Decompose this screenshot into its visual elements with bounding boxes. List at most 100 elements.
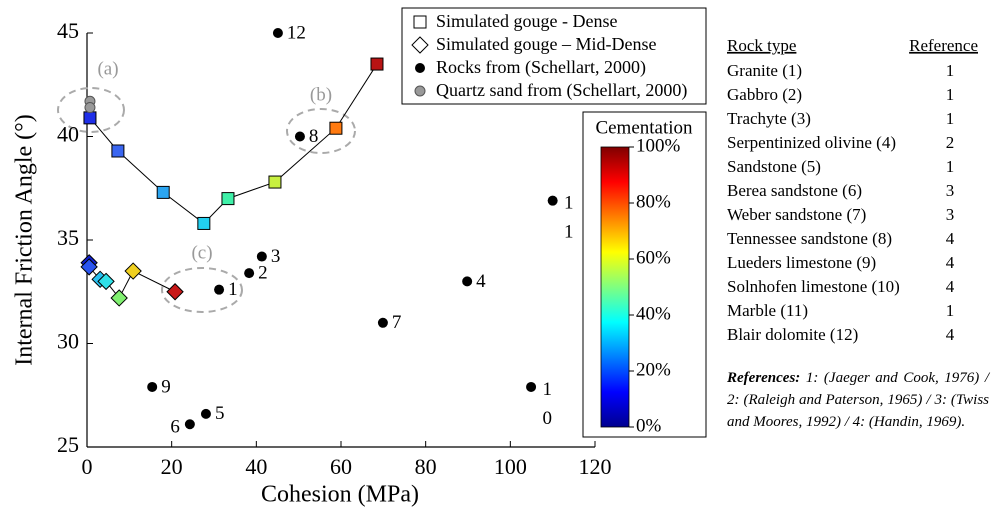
table-cell: Marble (11) [727, 301, 808, 320]
y-tick-label: 25 [57, 432, 79, 457]
table-cell: Lueders limestone (9) [727, 253, 876, 272]
table-cell: 4 [946, 277, 955, 296]
colorbar-tick-label: 0% [636, 415, 662, 436]
table-cell: 3 [946, 205, 955, 224]
point [377, 317, 388, 328]
point-label: 12 [287, 22, 306, 43]
table-cell: Berea sandstone (6) [727, 181, 862, 200]
legend-marker [415, 63, 425, 73]
table-cell: 4 [946, 325, 955, 344]
y-tick-label: 35 [57, 225, 79, 250]
table-cell: Gabbro (2) [727, 85, 802, 104]
x-tick-label: 60 [330, 454, 352, 479]
point [97, 272, 115, 291]
table-cell: 1 [946, 85, 955, 104]
point [526, 381, 537, 392]
colorbar-tick-label: 40% [636, 303, 671, 324]
legend-marker [413, 15, 427, 29]
point-label: 8 [309, 126, 319, 147]
y-tick-label: 30 [57, 329, 79, 354]
point [83, 111, 97, 125]
colorbar-tick-label: 80% [636, 191, 671, 212]
point [329, 121, 343, 135]
colorbar [600, 146, 630, 428]
point-label: 7 [392, 312, 402, 333]
point [147, 381, 158, 392]
table-cell: 3 [946, 181, 955, 200]
legend-label: Quartz sand from (Schellart, 2000) [436, 80, 687, 101]
annotation: (a) [97, 58, 118, 79]
legend-label: Simulated gouge - Dense [436, 11, 617, 31]
point [272, 28, 283, 38]
table-cell: 2 [946, 133, 955, 152]
point [244, 268, 255, 279]
point [547, 195, 558, 206]
references-heading: References: [727, 370, 801, 386]
point [268, 175, 282, 189]
colorbar-tick-label: 60% [636, 247, 671, 268]
annotation: (b) [310, 84, 332, 105]
legend-marker [411, 36, 429, 54]
colorbar-tick-label: 100% [636, 135, 681, 156]
point-label: 1 [228, 279, 238, 300]
x-axis-label: Cohesion (MPa) [261, 482, 419, 508]
point [197, 216, 211, 230]
point-label: 5 [215, 403, 225, 424]
point [294, 131, 305, 142]
table-cell: Weber sandstone (7) [727, 205, 866, 224]
series-line [89, 63, 378, 225]
legend-label: Simulated gouge – Mid-Dense [436, 34, 656, 54]
references-text: 1: (Jaeger and Cook, 1976) / 2: (Raleigh… [727, 370, 989, 430]
point [80, 258, 98, 276]
table-cell: Solnhofen limestone (10) [727, 277, 900, 296]
colorbar-title: Cementation [595, 117, 693, 138]
legend-marker [414, 85, 426, 97]
annotation: (c) [191, 242, 212, 263]
point [166, 283, 184, 301]
table-cell: 4 [946, 229, 955, 248]
table-cell: 4 [946, 253, 955, 272]
point [256, 251, 267, 262]
x-tick-label: 100 [494, 454, 527, 479]
references: References: 1: (Jaeger and Cook, 1976) /… [727, 367, 989, 433]
point [111, 144, 125, 158]
point-label: 6 [170, 417, 180, 438]
point [462, 276, 473, 287]
x-tick-label: 0 [82, 454, 93, 479]
x-tick-label: 40 [245, 454, 267, 479]
table-cell: Granite (1) [727, 61, 802, 80]
y-tick-label: 40 [57, 122, 79, 147]
table-cell: Serpentinized olivine (4) [727, 133, 896, 152]
x-tick-label: 80 [415, 454, 437, 479]
x-tick-label: 120 [579, 454, 612, 479]
colorbar-tick-label: 20% [636, 359, 671, 380]
table-cell: 1 [946, 61, 955, 80]
point-label: 3 [271, 246, 281, 267]
point [370, 57, 384, 71]
table-cell: Blair dolomite (12) [727, 325, 858, 344]
point-label: 9 [161, 376, 171, 397]
table-cell: 1 [946, 109, 955, 128]
point [124, 262, 142, 280]
y-tick-label: 45 [57, 18, 79, 43]
annotation-ellipse [286, 108, 356, 154]
table-cell: Sandstone (5) [727, 157, 821, 176]
table-header: Reference [909, 36, 978, 55]
point-label: 4 [476, 271, 486, 292]
x-tick-label: 20 [161, 454, 183, 479]
table-cell: 1 [946, 157, 955, 176]
annotation-ellipse [161, 267, 243, 313]
point [156, 185, 170, 199]
legend-label: Rocks from (Schellart, 2000) [436, 57, 646, 78]
y-axis-label: Internal Friction Angle (°) [12, 114, 38, 366]
point [200, 408, 211, 419]
table-cell: 1 [946, 301, 955, 320]
point-label: 11 [558, 193, 579, 251]
table-cell: Trachyte (3) [727, 109, 811, 128]
point-label: 2 [258, 262, 268, 283]
annotation-ellipse [57, 87, 125, 133]
point [221, 192, 235, 206]
point [214, 284, 225, 295]
